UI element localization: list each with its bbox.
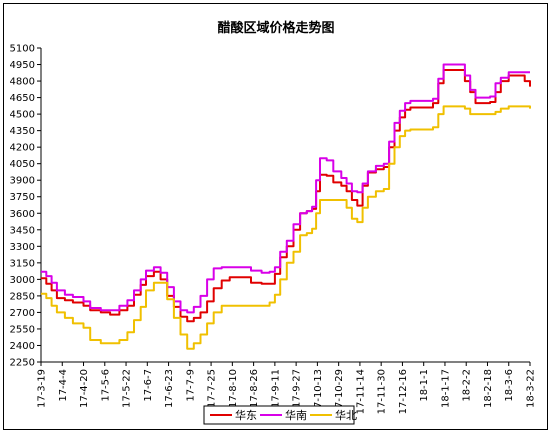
x-tick-label: 17-6-23 bbox=[164, 369, 175, 408]
x-tick-label: 17-10-13 bbox=[313, 369, 324, 414]
y-tick-label: 3450 bbox=[10, 225, 35, 236]
y-tick-label: 4050 bbox=[10, 159, 35, 170]
y-tick-label: 2400 bbox=[10, 341, 35, 352]
chart-frame: 醋酸区域价格走势图 2250 2400 2550 2700 2850 3000 3150 33… bbox=[3, 3, 548, 430]
y-tick-label: 3600 bbox=[10, 209, 35, 220]
x-tick-label: 17-7-25 bbox=[207, 369, 218, 408]
x-tick-label: 18-2-2 bbox=[462, 369, 473, 402]
y-tick-label: 4800 bbox=[10, 77, 35, 88]
y-tick-label: 3150 bbox=[10, 258, 35, 269]
x-tick-label: 17-5-22 bbox=[122, 369, 133, 408]
y-tick-label: 2700 bbox=[10, 308, 35, 319]
y-tick-label: 3000 bbox=[10, 275, 35, 286]
series-line-0 bbox=[41, 69, 531, 323]
x-tick-label: 17-4-20 bbox=[79, 369, 90, 408]
y-tick-label: 5100 bbox=[10, 44, 35, 55]
line-chart: 醋酸区域价格走势图 2250 2400 2550 2700 2850 3000 3150 33… bbox=[10, 20, 537, 425]
x-tick-label: 17-4-4 bbox=[58, 369, 69, 402]
legend-label-2: 华北 bbox=[335, 408, 357, 422]
legend: 华东 华南 华北 bbox=[203, 405, 357, 425]
x-tick-label: 17-9-11 bbox=[270, 369, 281, 408]
x-tick-label: 17-11-30 bbox=[377, 369, 388, 414]
series-layer bbox=[41, 63, 531, 350]
y-tick-label: 3750 bbox=[10, 192, 35, 203]
legend-label-1: 华南 bbox=[285, 408, 307, 422]
y-tick-label: 2850 bbox=[10, 291, 35, 302]
x-tick-label: 17-10-29 bbox=[334, 369, 345, 414]
x-tick-label: 17-9-27 bbox=[292, 369, 303, 408]
x-tick-label: 18-1-1 bbox=[419, 369, 430, 402]
x-tick-label: 18-1-17 bbox=[440, 369, 451, 408]
y-tick-label: 4500 bbox=[10, 110, 35, 121]
y-tick-label: 3300 bbox=[10, 242, 35, 253]
x-axis: 17-3-19 17-4-4 17-4-20 17-5-6 17-5-22 17-6-7 1… bbox=[37, 361, 537, 414]
x-tick-label: 17-6-7 bbox=[143, 369, 154, 402]
y-tick-label: 4350 bbox=[10, 126, 35, 137]
series-line-1 bbox=[41, 63, 530, 314]
y-tick-label: 4650 bbox=[10, 93, 35, 104]
y-tick-label: 2550 bbox=[10, 324, 35, 335]
y-axis: 2250 2400 2550 2700 2850 3000 3150 3300 3450 3600… bbox=[10, 44, 42, 369]
y-tick-label: 4200 bbox=[10, 143, 35, 154]
x-tick-label: 18-3-6 bbox=[504, 369, 515, 402]
y-tick-label: 4950 bbox=[10, 60, 35, 71]
x-tick-label: 18-3-22 bbox=[526, 369, 537, 408]
y-tick-label: 2250 bbox=[10, 358, 35, 369]
series-line-2 bbox=[41, 105, 531, 350]
x-tick-label: 18-2-18 bbox=[483, 369, 494, 408]
legend-label-0: 华东 bbox=[235, 408, 257, 422]
x-tick-label: 17-12-16 bbox=[398, 369, 409, 414]
x-tick-label: 17-7-9 bbox=[185, 369, 196, 402]
x-tick-label: 17-8-10 bbox=[228, 369, 239, 408]
chart-title: 醋酸区域价格走势图 bbox=[217, 20, 334, 36]
x-tick-label: 17-11-14 bbox=[355, 369, 366, 414]
x-tick-label: 17-5-6 bbox=[100, 369, 111, 402]
x-tick-label: 17-3-19 bbox=[37, 369, 48, 408]
y-tick-label: 3900 bbox=[10, 176, 35, 187]
x-tick-label: 17-8-26 bbox=[249, 369, 260, 408]
